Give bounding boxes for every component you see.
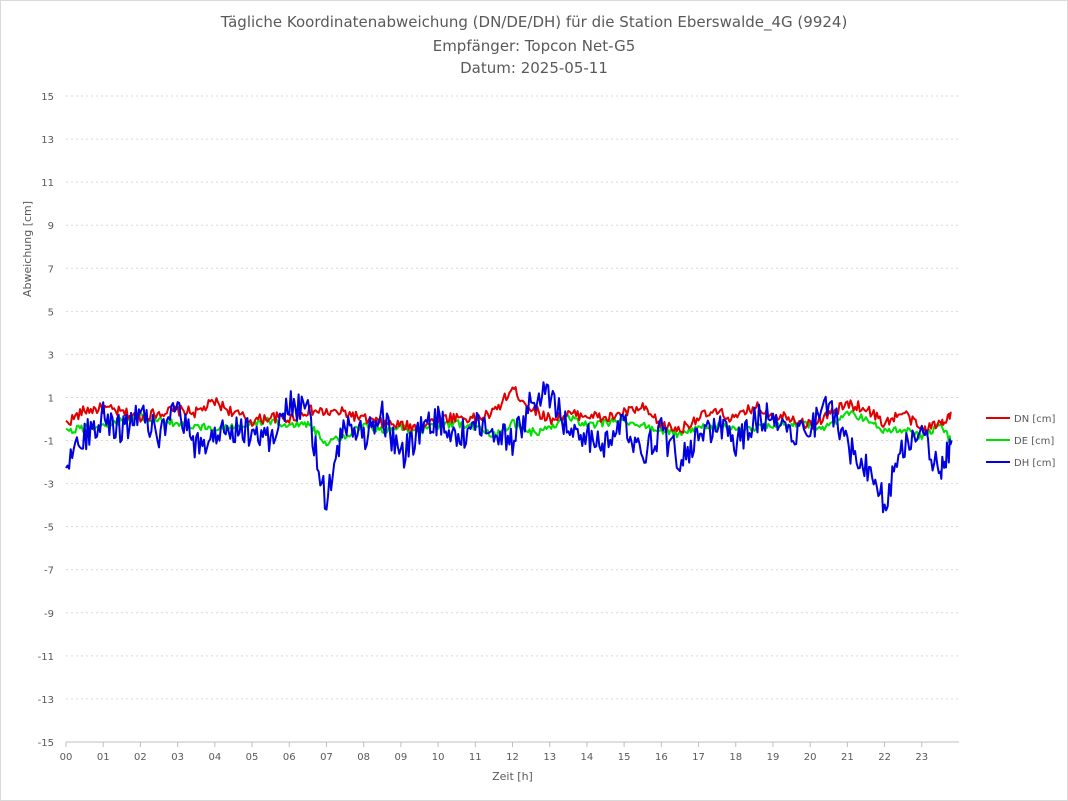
y-tick-label: 13 (41, 135, 54, 146)
y-tick-label: -5 (44, 523, 54, 534)
x-tick-label: 00 (60, 752, 73, 763)
x-axis-ticks: 00 01 02 03 04 05 06 07 08 09 10 11 12 13 14 15 16 17 18 19… (60, 742, 928, 763)
x-tick-label: 06 (283, 752, 296, 763)
x-tick-label: 07 (320, 752, 333, 763)
x-tick-label: 12 (506, 752, 519, 763)
x-tick-label: 05 (246, 752, 259, 763)
x-tick-label: 15 (618, 752, 631, 763)
y-tick-label: -3 (44, 480, 54, 491)
x-tick-label: 09 (395, 752, 408, 763)
chart-subtitle: Empfänger: Topcon Net-G5 (432, 37, 636, 55)
y-tick-label: -1 (44, 437, 54, 448)
x-tick-label: 21 (841, 752, 854, 763)
y-tick-label: 1 (48, 393, 54, 404)
x-tick-label: 11 (469, 752, 482, 763)
y-tick-label: -11 (38, 652, 54, 663)
y-tick-label: 15 (41, 92, 54, 103)
legend: DN [cm] DE [cm] DH [cm] (986, 414, 1056, 469)
y-axis-ticks: 15 13 11 9 7 5 3 1 -1 -3 -5 -7 -9 -11 -13 -15 (38, 92, 54, 749)
x-tick-label: 10 (432, 752, 445, 763)
x-tick-label: 18 (729, 752, 742, 763)
x-tick-label: 14 (581, 752, 594, 763)
series-lines (65, 381, 953, 514)
x-tick-label: 13 (543, 752, 556, 763)
series-line-dn (65, 386, 952, 435)
x-tick-label: 22 (878, 752, 891, 763)
x-tick-label: 16 (655, 752, 668, 763)
legend-entry: DH [cm] (1014, 458, 1056, 469)
chart-date: Datum: 2025-05-11 (460, 59, 608, 77)
x-tick-label: 19 (767, 752, 780, 763)
series-line-dh (65, 381, 953, 514)
x-tick-label: 23 (915, 752, 928, 763)
y-tick-label: -13 (38, 695, 54, 706)
y-tick-label: 11 (41, 178, 54, 189)
y-tick-label: -15 (38, 738, 54, 749)
x-tick-label: 01 (97, 752, 110, 763)
y-tick-label: 9 (48, 221, 54, 232)
y-tick-label: 7 (48, 264, 54, 275)
legend-entry: DE [cm] (1014, 436, 1054, 447)
x-tick-label: 20 (804, 752, 817, 763)
legend-entry: DN [cm] (1014, 414, 1056, 425)
y-tick-label: 5 (48, 307, 54, 318)
y-tick-label: -7 (44, 566, 54, 577)
x-tick-label: 17 (692, 752, 705, 763)
x-tick-label: 08 (357, 752, 370, 763)
x-tick-label: 02 (134, 752, 147, 763)
x-tick-label: 04 (208, 752, 221, 763)
chart-title: Tägliche Koordinatenabweichung (DN/DE/DH… (220, 13, 848, 31)
y-tick-label: 3 (48, 350, 54, 361)
x-tick-label: 03 (171, 752, 184, 763)
x-axis-label: Zeit [h] (492, 770, 533, 783)
y-tick-label: -9 (44, 609, 54, 620)
y-axis-label: Abweichung [cm] (21, 201, 34, 297)
